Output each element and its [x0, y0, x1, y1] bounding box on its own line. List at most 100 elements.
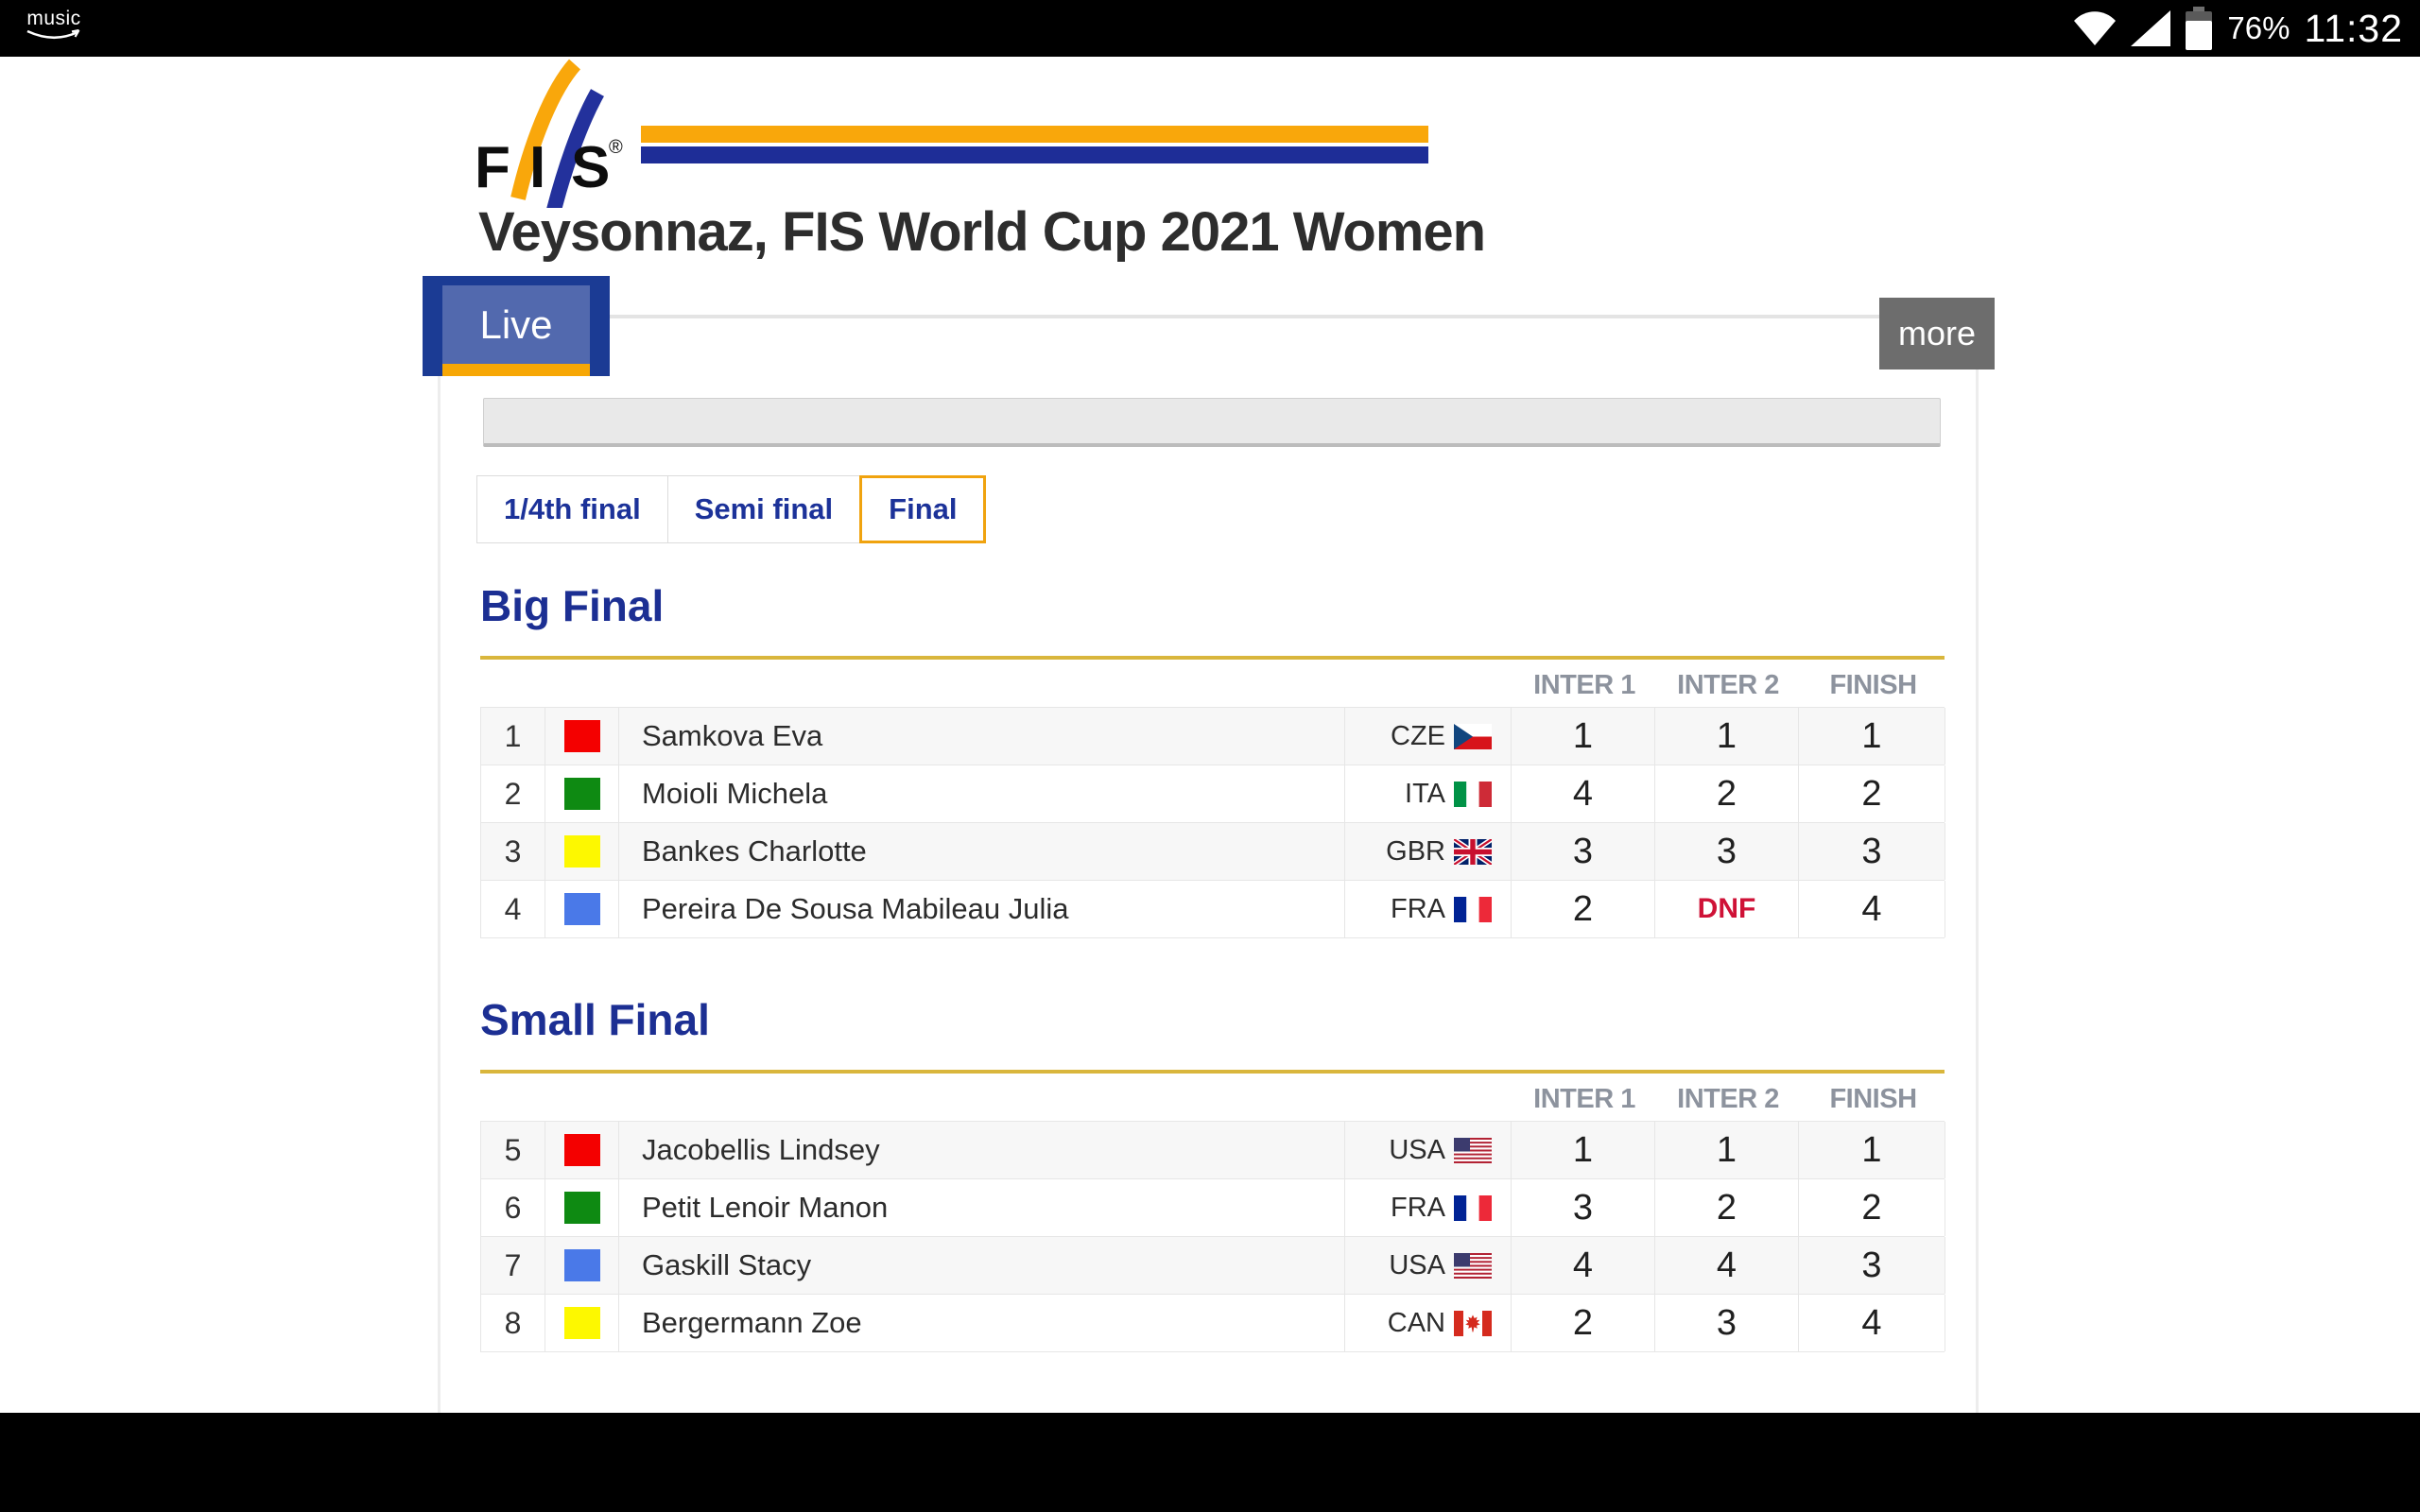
country-code: GBR [1386, 835, 1445, 867]
result-finish: 4 [1799, 1295, 1945, 1351]
brand-stripe-orange [641, 126, 1428, 143]
fis-logo: F I S ® [475, 59, 623, 208]
flag-gbr-icon [1454, 838, 1492, 865]
result-inter1: 3 [1512, 1179, 1655, 1236]
table-row: 2 Moioli Michela ITA 4 2 2 [480, 765, 1945, 823]
cellular-signal-icon [2131, 10, 2171, 46]
country-cell: USA [1345, 1122, 1512, 1178]
amazon-music-notification-icon: music [25, 9, 83, 43]
section-title: Small Final [480, 995, 710, 1044]
bib-color-swatch-green [563, 1192, 600, 1224]
section-title: Big Final [480, 581, 665, 630]
flag-cze-icon [1454, 723, 1492, 749]
result-finish: 1 [1799, 1122, 1945, 1178]
rank-cell: 1 [481, 708, 545, 765]
bib-color-swatch-red [563, 720, 600, 752]
result-inter1: 1 [1512, 708, 1655, 765]
status-icons: 76% 11:32 [2073, 0, 2403, 57]
music-notification-label: music [26, 8, 81, 29]
result-inter1: 4 [1512, 765, 1655, 822]
bib-color-cell [545, 765, 619, 822]
athlete-name: Bankes Charlotte [619, 823, 1345, 880]
tab-1-4th-final[interactable]: 1/4th final [476, 475, 668, 543]
round-tabs: 1/4th final Semi final Final [476, 475, 987, 543]
content-panel-border-left [438, 376, 441, 1413]
column-header-finish: FINISH [1829, 1084, 1917, 1114]
result-inter2: 2 [1655, 1179, 1799, 1236]
athlete-name: Pereira De Sousa Mabileau Julia [619, 881, 1345, 937]
more-button[interactable]: more [1879, 298, 1995, 369]
clock: 11:32 [2304, 6, 2403, 50]
android-nav-bar [0, 1413, 2420, 1512]
table-row: 3 Bankes Charlotte GBR 3 3 3 [480, 823, 1945, 881]
table-row: 4 Pereira De Sousa Mabileau Julia FRA 2 DNF 4 [480, 881, 1945, 938]
bib-color-cell [545, 1179, 619, 1236]
amazon-smile-icon [26, 29, 80, 40]
bib-color-swatch-blue [563, 893, 600, 925]
rank-cell: 6 [481, 1179, 545, 1236]
rank-cell: 7 [481, 1237, 545, 1294]
athlete-name: Gaskill Stacy [619, 1237, 1345, 1294]
table-row: 6 Petit Lenoir Manon FRA 3 2 2 [480, 1179, 1945, 1237]
result-finish: 2 [1799, 1179, 1945, 1236]
bib-color-swatch-blue [563, 1249, 600, 1281]
bib-color-cell [545, 881, 619, 937]
gold-rule [480, 1070, 1945, 1074]
column-headers: INTER 1 INTER 2 FINISH [480, 660, 1945, 707]
bib-color-swatch-yellow [563, 1307, 600, 1339]
table-row: 1 Samkova Eva CZE 1 1 1 [480, 708, 1945, 765]
rank-cell: 3 [481, 823, 545, 880]
flag-fra-icon [1454, 896, 1492, 922]
athlete-name: Petit Lenoir Manon [619, 1179, 1345, 1236]
results-table: 1 Samkova Eva CZE 1 1 1 2 Moioli Michela ITA 4 2 2 3… [480, 707, 1945, 938]
result-inter2: 4 [1655, 1237, 1799, 1294]
athlete-name: Moioli Michela [619, 765, 1345, 822]
bib-color-cell [545, 1237, 619, 1294]
table-row: 5 Jacobellis Lindsey USA 1 1 1 [480, 1122, 1945, 1179]
collapsed-dropdown[interactable] [483, 398, 1941, 447]
country-code: CZE [1391, 720, 1445, 751]
result-inter2: 2 [1655, 765, 1799, 822]
tab-live[interactable]: Live [423, 276, 610, 376]
rank-cell: 4 [481, 881, 545, 937]
result-finish: 4 [1799, 881, 1945, 937]
flag-usa-icon [1454, 1137, 1492, 1163]
country-code: CAN [1387, 1307, 1445, 1338]
column-header-inter-2: INTER 2 [1677, 1084, 1779, 1114]
tab-semi-final[interactable]: Semi final [666, 475, 861, 543]
athlete-name: Samkova Eva [619, 708, 1345, 765]
brand-stripe-blue [641, 146, 1428, 163]
live-tab-label: Live [442, 285, 590, 364]
table-row: 8 Bergermann Zoe CAN 2 3 4 [480, 1295, 1945, 1352]
column-header-finish: FINISH [1829, 670, 1917, 700]
flag-usa-icon [1454, 1252, 1492, 1279]
bib-color-cell [545, 708, 619, 765]
column-header-inter-1: INTER 1 [1533, 1084, 1635, 1114]
bib-color-cell [545, 1122, 619, 1178]
result-inter2: DNF [1655, 881, 1799, 937]
bib-color-swatch-green [563, 778, 600, 810]
gold-rule [480, 656, 1945, 660]
flag-fra-icon [1454, 1194, 1492, 1221]
country-cell: USA [1345, 1237, 1512, 1294]
column-header-inter-2: INTER 2 [1677, 670, 1779, 700]
result-inter1: 2 [1512, 881, 1655, 937]
result-inter1: 1 [1512, 1122, 1655, 1178]
content-panel-border-right [1976, 369, 1979, 1413]
country-cell: ITA [1345, 765, 1512, 822]
country-code: FRA [1391, 1192, 1445, 1223]
tab-row-divider [610, 315, 1879, 318]
svg-text:®: ® [609, 137, 623, 158]
section-small-final: Small Final INTER 1 INTER 2 FINISH 5 Jacobell… [480, 994, 1945, 1352]
country-cell: CAN [1345, 1295, 1512, 1351]
result-inter2: 3 [1655, 1295, 1799, 1351]
result-inter2: 1 [1655, 1122, 1799, 1178]
country-cell: CZE [1345, 708, 1512, 765]
result-finish: 3 [1799, 823, 1945, 880]
result-finish: 2 [1799, 765, 1945, 822]
bib-color-swatch-yellow [563, 835, 600, 868]
bib-color-swatch-red [563, 1134, 600, 1166]
results-table: 5 Jacobellis Lindsey USA 1 1 1 6 Petit Lenoir M… [480, 1121, 1945, 1352]
svg-text:F: F [475, 135, 510, 200]
tab-final[interactable]: Final [859, 475, 987, 543]
